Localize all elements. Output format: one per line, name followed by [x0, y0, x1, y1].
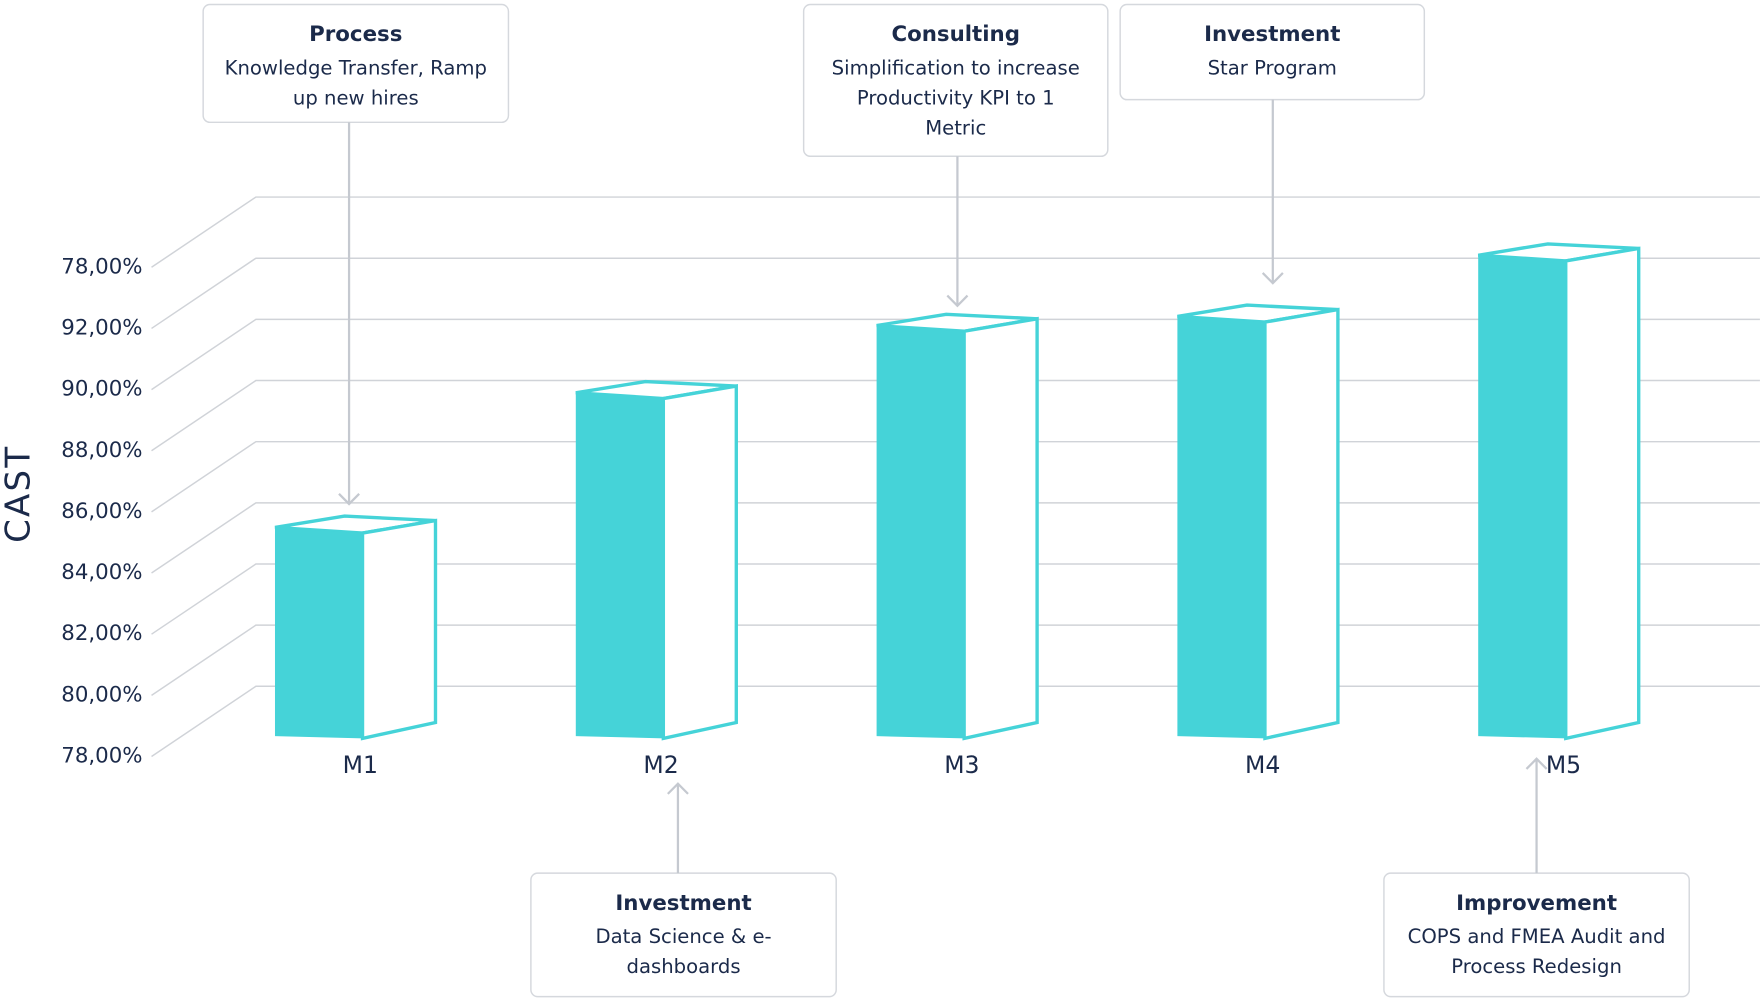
x-tick-label: M1 — [343, 751, 378, 779]
x-tick-label: M4 — [1245, 751, 1280, 779]
bar-side — [360, 518, 438, 741]
annotation-text: Simplification to increase — [832, 57, 1080, 80]
y-tick-label: 82,00% — [61, 621, 142, 646]
grid-line — [151, 257, 1760, 330]
x-tick-label: M3 — [944, 751, 979, 779]
annotation-text: dashboards — [627, 955, 741, 978]
arrow-head — [946, 294, 969, 308]
annotation-text: up new hires — [293, 87, 419, 110]
arrow-head — [667, 782, 689, 795]
bar — [1177, 316, 1265, 739]
bar — [575, 392, 664, 739]
annotation-title: Consulting — [891, 22, 1020, 47]
annotation-box — [202, 3, 510, 124]
bar — [876, 325, 965, 739]
annotation-text: Productivity KPI to 1 — [857, 87, 1055, 110]
bar-side — [1564, 246, 1641, 741]
bar-side — [1263, 307, 1340, 741]
annotation-text: Process Redesign — [1451, 955, 1622, 978]
bar — [1478, 255, 1566, 739]
bar-side — [962, 316, 1039, 741]
x-tick-label: M5 — [1546, 751, 1581, 779]
bar — [274, 527, 363, 739]
annotation-text: Star Program — [1208, 57, 1337, 80]
arrow-head — [1261, 272, 1284, 285]
y-tick-label: 78,00% — [61, 743, 142, 768]
grid-line — [151, 196, 1760, 268]
annotation-title: Improvement — [1456, 891, 1617, 916]
annotation-box — [530, 872, 837, 998]
y-tick-label: 92,00% — [61, 315, 142, 340]
arrow-head — [1525, 757, 1548, 770]
y-tick-label: 90,00% — [61, 377, 142, 402]
annotation-text: COPS and FMEA Audit and — [1408, 925, 1666, 948]
y-axis-label: CAST — [0, 445, 38, 543]
annotation-box — [802, 3, 1109, 158]
annotation-box — [1119, 3, 1426, 101]
x-tick-label: M2 — [643, 751, 678, 779]
y-tick-label: 80,00% — [61, 682, 142, 707]
annotation-text: Metric — [925, 117, 986, 140]
y-tick-label: 88,00% — [61, 438, 142, 463]
annotation-title: Investment — [1204, 22, 1340, 47]
arrow-head — [338, 492, 360, 506]
annotation-title: Investment — [615, 891, 751, 916]
annotation-title: Process — [309, 22, 402, 47]
bar-side — [661, 384, 738, 741]
y-tick-label: 78,00% — [61, 254, 142, 279]
annotation-text: Data Science & e- — [595, 925, 771, 948]
annotation-text: Knowledge Transfer, Ramp — [225, 57, 487, 80]
y-tick-label: 86,00% — [61, 499, 142, 524]
y-tick-label: 84,00% — [61, 560, 142, 585]
